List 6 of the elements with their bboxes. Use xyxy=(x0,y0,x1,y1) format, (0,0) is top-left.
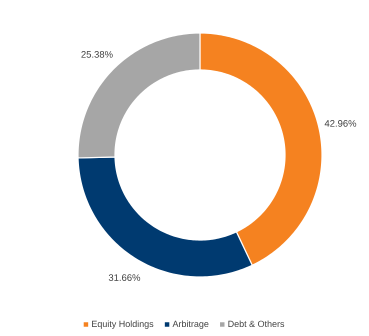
legend-label: Arbitrage xyxy=(172,320,208,329)
data-label: 25.38% xyxy=(81,51,113,58)
data-label: 42.96% xyxy=(324,120,356,127)
legend-label: Debt & Others xyxy=(228,320,284,328)
legend-label: Equity Holdings xyxy=(92,320,154,329)
data-label: 31.66% xyxy=(108,274,140,281)
